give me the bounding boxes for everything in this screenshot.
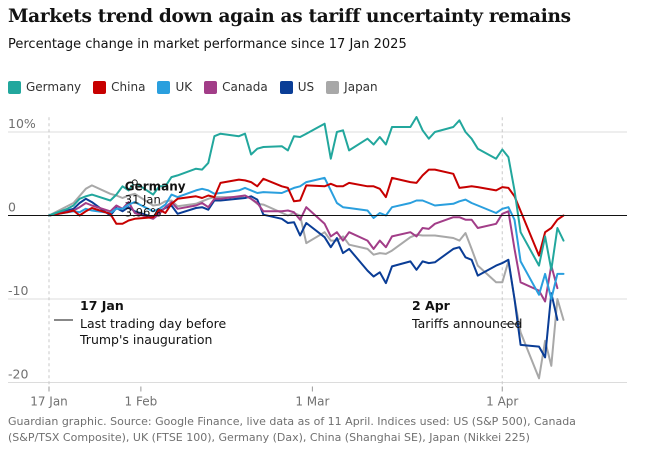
legend-label-us: US (297, 80, 315, 94)
legend-item-uk: UK (157, 80, 192, 94)
annotation-germany-value: 3.96% (125, 205, 162, 219)
annotation-germany-label: Germany (125, 179, 186, 193)
legend-label-japan: Japan (344, 80, 378, 94)
legend-label-china: China (111, 80, 146, 94)
legend-item-germany: Germany (8, 80, 81, 94)
annotation-apr-label: 2 Apr (412, 298, 451, 313)
series-line-japan (48, 184, 565, 380)
legend-swatch-japan (326, 80, 340, 94)
legend-item-us: US (279, 80, 315, 94)
chart-title: Markets trend down again as tariff uncer… (8, 6, 571, 27)
legend-swatch-germany (8, 80, 21, 94)
x-tick-label: 17 Jan (30, 395, 68, 409)
legend-swatch-china (93, 80, 107, 94)
legend-swatch-uk (157, 80, 171, 94)
y-tick-label: -20 (8, 367, 28, 382)
legend-item-japan: Japan (326, 80, 378, 94)
annotation-jan-line1: Last trading day before (80, 316, 226, 331)
chart-subtitle: Percentage change in market performance … (8, 37, 407, 52)
legend-label-germany: Germany (26, 80, 82, 94)
y-tick-label: 10% (8, 116, 36, 131)
series-line-china (48, 168, 565, 257)
legend-item-canada: Canada (204, 80, 268, 94)
series-line-us (48, 195, 559, 359)
y-tick-label: -10 (8, 283, 28, 298)
chart-legend: Germany China UK Canada US Japan (8, 80, 390, 94)
annotation-jan-line2: Trump's inauguration (79, 332, 212, 347)
y-tick-label: 0 (8, 200, 16, 215)
legend-label-canada: Canada (222, 80, 268, 94)
source-note: Guardian graphic. Source: Google Finance… (8, 415, 576, 444)
legend-swatch-canada (204, 80, 218, 94)
x-tick-label: 1 Feb (125, 395, 158, 409)
legend-item-china: China (93, 80, 145, 94)
legend-label-uk: UK (175, 80, 193, 94)
x-tick-label: 1 Mar (295, 395, 329, 409)
annotation-apr-line1: Tariffs announced (411, 316, 522, 331)
legend-swatch-us (279, 80, 293, 94)
annotation-marker (131, 179, 138, 186)
annotation-germany-date: 31 Jan (125, 192, 161, 206)
annotation-jan-label: 17 Jan (80, 298, 124, 313)
series-line-uk (48, 176, 565, 300)
x-tick-label: 1 Apr (486, 395, 518, 409)
